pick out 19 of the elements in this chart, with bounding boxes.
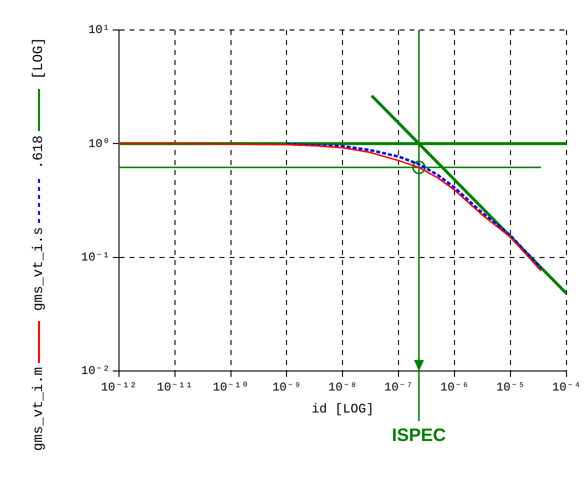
- legend-label: gms_vt_i.s: [31, 226, 47, 311]
- x-tick-label: 10⁻⁷: [384, 380, 414, 394]
- x-tick-label: 10⁻⁶: [440, 380, 470, 394]
- x-tick-label: 10⁻¹¹: [156, 380, 193, 394]
- ref-line-label: ISPEC: [392, 424, 446, 445]
- x-tick-label: 10⁻¹²: [100, 380, 137, 394]
- x-tick-label: 10⁻⁴: [552, 380, 581, 394]
- x-tick-label: 10⁻⁸: [328, 380, 358, 394]
- x-axis-title: id [LOG]: [311, 402, 374, 417]
- y-tick-label: 10⁻²: [81, 364, 110, 378]
- x-tick-label: 10⁻¹⁰: [212, 380, 249, 394]
- legend-label: gms_vt_i.m: [31, 366, 47, 451]
- y-tick-label: 10⁰: [88, 136, 110, 151]
- y-tick-label: 10¹: [88, 23, 110, 38]
- y-axis-title: [LOG]: [31, 37, 47, 80]
- x-tick-label: 10⁻⁵: [496, 380, 526, 394]
- legend-label: .618: [31, 135, 47, 169]
- y-tick-label: 10⁻¹: [81, 250, 110, 265]
- x-tick-label: 10⁻⁹: [272, 380, 302, 394]
